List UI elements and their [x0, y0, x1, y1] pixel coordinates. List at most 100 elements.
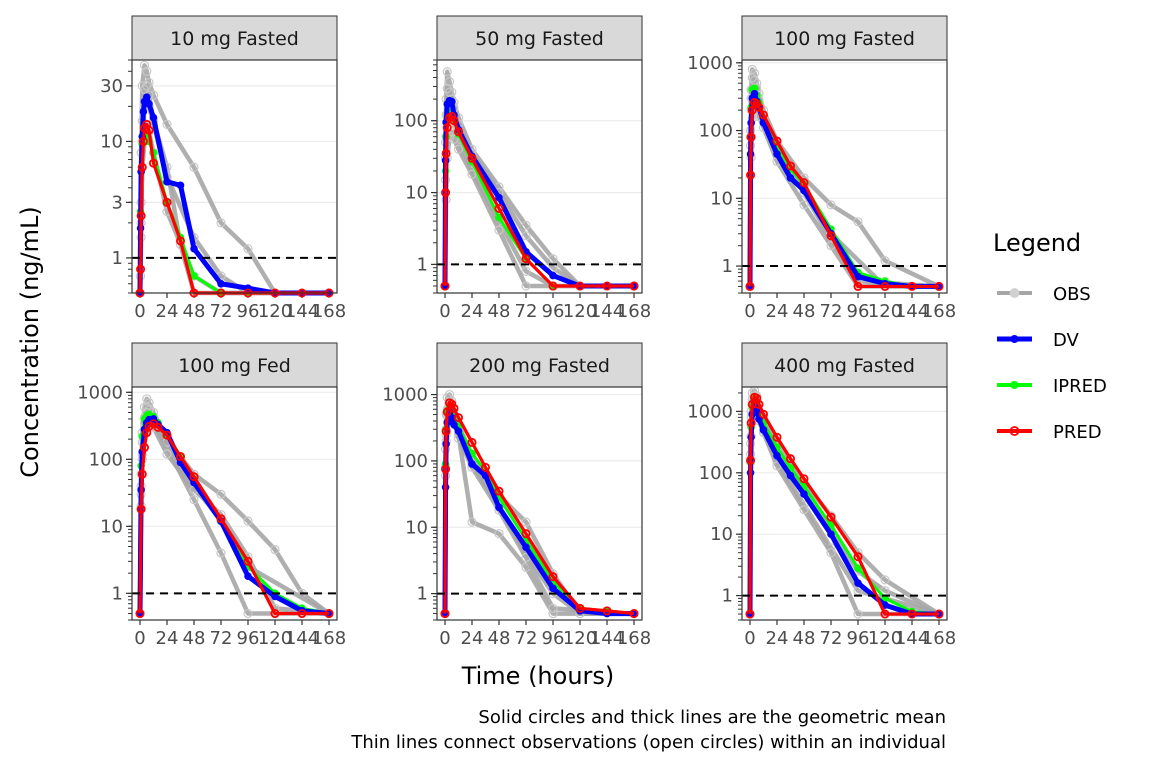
x-tick-label: 96	[542, 301, 565, 322]
legend-entry-ipred: IPRED	[997, 376, 1107, 397]
obs-point	[521, 281, 531, 291]
x-tick-label: 96	[542, 628, 565, 649]
y-tick-label: 1000	[687, 53, 733, 74]
y-tick-label: 1000	[687, 401, 733, 422]
pred-point	[243, 556, 253, 566]
pred-point	[137, 162, 147, 172]
pred-point	[494, 486, 504, 496]
pred-point	[297, 609, 307, 619]
obs-point	[826, 200, 836, 210]
pred-point	[453, 413, 463, 423]
panel-border	[131, 386, 338, 621]
obs-point	[243, 516, 253, 526]
legend-entry-dv: DV	[997, 330, 1080, 351]
dv-point	[468, 460, 476, 468]
x-tick-label: 96	[237, 301, 260, 322]
pred-point	[880, 281, 890, 291]
y-tick-label: 1000	[382, 385, 428, 406]
pred-point	[786, 161, 796, 171]
obs-point	[853, 217, 863, 227]
obs-point	[799, 200, 809, 210]
pred-point	[826, 512, 836, 522]
pred-point	[175, 452, 185, 462]
x-tick-label: 144	[285, 301, 319, 322]
legend-label: PRED	[1053, 422, 1102, 443]
pred-point	[575, 603, 585, 613]
dv-point	[217, 279, 225, 288]
x-tick-label: 96	[847, 301, 870, 322]
pred-point	[136, 264, 146, 274]
x-tick-label: 0	[134, 301, 145, 322]
pred-point	[442, 123, 452, 133]
y-tick-label: 100	[699, 463, 733, 484]
pred-point	[759, 110, 769, 120]
legend-entries: OBS DV IPRED PRED	[997, 284, 1107, 443]
x-tick-label: 144	[590, 628, 624, 649]
dv-point	[495, 193, 503, 202]
pred-line	[748, 395, 939, 616]
legend-key-point	[1010, 335, 1019, 343]
pred-point	[442, 407, 452, 417]
panel-background	[437, 60, 642, 293]
y-tick-label: 30	[100, 76, 123, 97]
pred-point	[136, 211, 146, 221]
panel-border	[436, 59, 643, 294]
legend-key-point	[1010, 381, 1019, 389]
pred-point	[153, 422, 163, 432]
pred-point	[853, 552, 863, 562]
obs-point	[880, 575, 890, 585]
pred-point	[548, 281, 558, 291]
obs-point	[521, 517, 531, 527]
y-tick-label: 1	[722, 256, 733, 277]
pred-point	[786, 454, 796, 464]
x-tick-label: 0	[439, 628, 450, 649]
pred-point	[746, 170, 756, 180]
x-tick-label: 72	[820, 628, 843, 649]
dv-point	[139, 107, 148, 116]
x-tick-label: 72	[210, 628, 233, 649]
panel-6: 400 mg Fasted 1 10 100 1000 0 24 48 72 9612014416…	[687, 342, 956, 649]
dv-point	[759, 426, 768, 434]
pred-line	[748, 100, 939, 289]
pred-point	[494, 204, 504, 214]
pred-point	[575, 281, 585, 291]
obs-point	[162, 119, 172, 130]
pred-point	[548, 572, 558, 582]
pred-point	[449, 116, 459, 126]
x-tick-label: 144	[285, 628, 319, 649]
pred-point	[324, 609, 334, 619]
pred-line	[443, 401, 635, 616]
obs-point	[216, 218, 226, 228]
panel-title: 200 mg Fasted	[469, 355, 610, 377]
x-tick-label: 72	[820, 301, 843, 322]
obs-point	[216, 489, 226, 499]
x-tick-label: 144	[590, 301, 624, 322]
pred-point	[162, 197, 172, 207]
dv-point	[163, 178, 171, 186]
x-tick-label: 48	[488, 628, 511, 649]
x-tick-label: 48	[793, 301, 816, 322]
pred-line	[138, 422, 329, 616]
dv-point	[450, 421, 458, 429]
legend-label: OBS	[1053, 284, 1091, 305]
pred-point	[441, 426, 451, 436]
obs-point	[142, 66, 152, 76]
x-tick-label: 24	[766, 301, 789, 322]
y-tick-label: 1	[417, 254, 428, 275]
panel-3: 100 mg Fasted 1 10 100 1000 0 24 48 72 9612014416…	[687, 15, 956, 322]
pred-point	[746, 132, 756, 142]
pred-point	[139, 443, 149, 453]
y-tick-label: 3	[112, 192, 123, 213]
y-tick-label: 10	[405, 183, 428, 204]
dv-point	[447, 97, 456, 106]
panel-strip	[436, 15, 643, 61]
pred-point	[135, 609, 145, 619]
pred-point	[144, 125, 154, 135]
pred-point	[880, 609, 890, 619]
pred-point	[447, 111, 457, 121]
pred-point	[453, 127, 463, 137]
pred-point	[162, 430, 172, 440]
y-tick-label: 10	[710, 188, 733, 209]
y-tick-label: 100	[699, 121, 733, 142]
